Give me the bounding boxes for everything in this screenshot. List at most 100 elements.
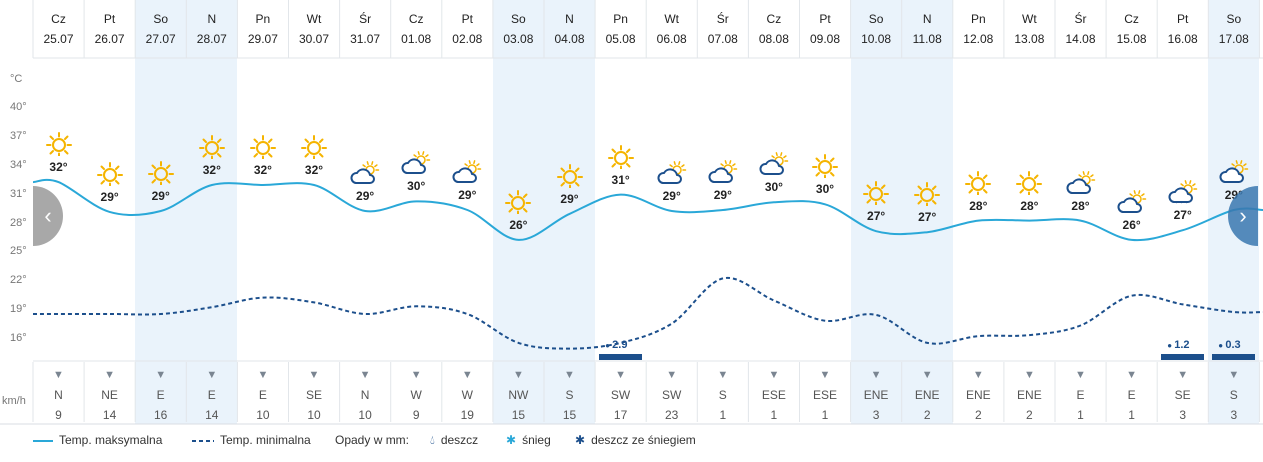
sun-icon	[914, 182, 941, 207]
day-name: N	[565, 12, 574, 26]
legend-precip-title: Opady w mm:	[335, 433, 410, 447]
wind-speed: 17	[613, 408, 628, 422]
wind-direction: ENE	[1017, 388, 1042, 402]
day-name: Pt	[461, 12, 473, 26]
wind-arrow-icon: ▼	[1228, 369, 1240, 381]
day-date: 30.07	[298, 32, 330, 46]
tmax-series-line	[32, 178, 1263, 242]
day-date: 17.08	[1218, 32, 1249, 46]
wind-direction: E	[156, 388, 165, 402]
wind-cell: ▼ E 14	[186, 368, 237, 422]
day-name: N	[207, 12, 217, 26]
wind-speed: 3	[1179, 408, 1187, 422]
day-date: 28.07	[196, 32, 227, 46]
wind-cell: ▼ E 1	[1055, 368, 1106, 422]
y-tick: 25°	[10, 245, 27, 258]
wind-arrow-icon: ▼	[155, 369, 167, 381]
day-name: Wt	[664, 12, 680, 26]
wind-arrow-icon: ▼	[512, 369, 524, 381]
weekend-column	[901, 0, 953, 424]
day-name: Śr	[716, 12, 729, 26]
day-header: Cz 25.07	[33, 0, 84, 58]
wind-arrow-icon: ▼	[870, 369, 882, 381]
wind-direction: ENE	[863, 388, 889, 402]
precip-amount: 2.9	[612, 339, 628, 351]
precip-amount: 1.2	[1174, 339, 1190, 351]
temp-max-label: 26°	[509, 217, 528, 232]
wind-speed: 19	[460, 408, 474, 422]
legend-tmax-line	[33, 439, 53, 442]
tmin-series-line	[32, 276, 1263, 350]
raindrop-icon: ●	[605, 341, 613, 350]
wind-speed: 3	[1230, 408, 1238, 422]
sun-icon	[965, 170, 992, 195]
temp-max-label: 31°	[611, 172, 630, 187]
day-date: 13.08	[1014, 32, 1045, 46]
legend-rain: 💧︎ deszcz	[430, 428, 478, 452]
wind-cell: ▼ N 9	[33, 368, 84, 422]
wind-arrow-icon: ▼	[1023, 369, 1035, 381]
sun-icon	[556, 163, 583, 188]
wind-arrow-icon: ▼	[206, 369, 218, 381]
wind-speed: 9	[55, 408, 62, 422]
temp-max-label: 26°	[1122, 217, 1141, 232]
y-axis-unit: °C	[10, 73, 23, 85]
day-header: Śr 07.08	[697, 0, 748, 58]
temp-max-label: 32°	[49, 160, 68, 175]
wind-direction: NE	[101, 388, 118, 402]
wind-arrow-icon: ▼	[921, 369, 933, 381]
temp-max-label: 28°	[969, 198, 988, 213]
sun-icon	[45, 132, 72, 157]
day-date: 31.07	[350, 32, 381, 46]
day-header: So 10.08	[851, 0, 902, 58]
precip-value: ● 0.3	[1218, 339, 1240, 351]
wind-cell: ▼ ENE 2	[1004, 368, 1055, 422]
wind-direction: E	[258, 388, 267, 402]
wind-cell: ▼ NE 14	[84, 368, 135, 422]
wind-direction: NW	[508, 388, 529, 402]
wind-cell: ▼ E 16	[135, 368, 186, 422]
wind-direction: S	[1229, 388, 1238, 402]
sun-icon	[198, 135, 225, 159]
day-name: Pn	[255, 12, 271, 26]
day-date: 25.07	[43, 32, 74, 46]
y-tick: 19°	[10, 303, 27, 316]
partly-cloudy-icon	[708, 160, 738, 184]
wind-speed: 14	[205, 408, 219, 422]
day-header: Wt 30.07	[289, 0, 340, 58]
day-header: Cz 15.08	[1106, 0, 1157, 58]
day-date: 27.07	[145, 32, 176, 46]
wind-direction: E	[1076, 388, 1085, 402]
wind-cell: ▼ W 9	[391, 368, 442, 422]
raindrop-icon: ●	[1167, 341, 1175, 350]
wind-speed: 10	[256, 408, 270, 422]
day-date: 26.07	[94, 32, 125, 46]
day-name: So	[868, 12, 884, 26]
precip-amount: 0.3	[1225, 339, 1241, 351]
y-tick: 34°	[10, 158, 27, 171]
temp-max-label: 30°	[407, 179, 426, 194]
partly-cloudy-icon	[759, 152, 789, 176]
day-name: Wt	[1022, 12, 1037, 26]
day-date: 14.08	[1065, 32, 1096, 46]
temp-max-label: 30°	[815, 182, 835, 197]
legend-snow-label: śnieg	[522, 433, 551, 447]
partly-cloudy-icon	[452, 160, 482, 184]
day-date: 15.08	[1116, 32, 1147, 46]
y-tick: 31°	[10, 187, 27, 200]
rain-icon	[1168, 180, 1197, 205]
sun-icon	[249, 135, 276, 159]
temp-max-label: 32°	[304, 163, 324, 177]
temp-max-label: 29°	[713, 188, 732, 203]
day-name: Pt	[103, 12, 116, 26]
legend-sleet-label: deszcz ze śniegiem	[591, 433, 696, 447]
wind-speed: 1	[719, 408, 727, 422]
day-header: Pt 16.08	[1157, 0, 1208, 58]
temp-max-label: 29°	[100, 189, 119, 204]
weekend-column	[186, 0, 238, 424]
y-tick: 16°	[10, 332, 27, 344]
day-header: So 17.08	[1208, 0, 1259, 58]
wind-direction: W	[410, 388, 422, 402]
wind-speed: 9	[412, 408, 420, 422]
weekend-column	[850, 0, 902, 424]
